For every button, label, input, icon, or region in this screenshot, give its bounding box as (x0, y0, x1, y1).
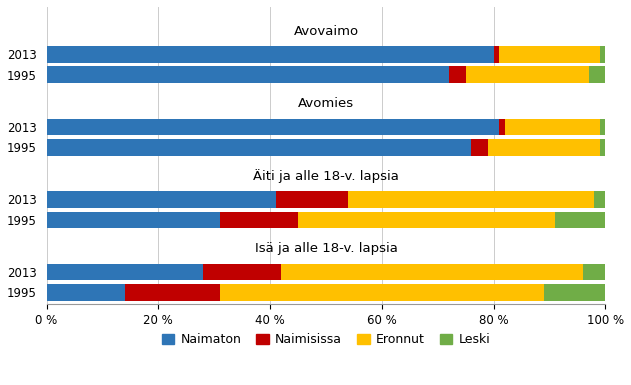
Bar (47, 67, 449, 83)
Bar (348, 191, 594, 208)
Bar (499, 119, 505, 135)
Bar (544, 284, 606, 301)
Bar (600, 46, 606, 63)
Legend: Naimaton, Naimisissa, Eronnut, Leski: Naimaton, Naimisissa, Eronnut, Leski (156, 328, 495, 351)
Bar (499, 46, 600, 63)
Bar (583, 264, 606, 280)
Bar (600, 119, 606, 135)
Text: Avomies: Avomies (298, 97, 354, 110)
Bar (47, 264, 203, 280)
Bar (471, 139, 488, 156)
Bar (47, 46, 493, 63)
Bar (47, 191, 276, 208)
Bar (281, 264, 583, 280)
Bar (600, 139, 606, 156)
Text: Isä ja alle 18-v. lapsia: Isä ja alle 18-v. lapsia (254, 242, 398, 255)
Text: Avovaimo: Avovaimo (293, 25, 358, 37)
Bar (555, 211, 606, 228)
Bar (493, 46, 499, 63)
Bar (203, 264, 281, 280)
Bar (47, 284, 125, 301)
Bar (276, 191, 348, 208)
Bar (47, 119, 499, 135)
Bar (47, 139, 471, 156)
Bar (589, 67, 606, 83)
Bar (594, 191, 606, 208)
Bar (505, 119, 600, 135)
Bar (220, 211, 298, 228)
Text: Äiti ja alle 18-v. lapsia: Äiti ja alle 18-v. lapsia (253, 169, 399, 182)
Bar (125, 284, 220, 301)
Bar (488, 139, 600, 156)
Bar (449, 67, 466, 83)
Bar (220, 284, 544, 301)
Bar (466, 67, 589, 83)
Bar (47, 211, 220, 228)
Bar (298, 211, 555, 228)
